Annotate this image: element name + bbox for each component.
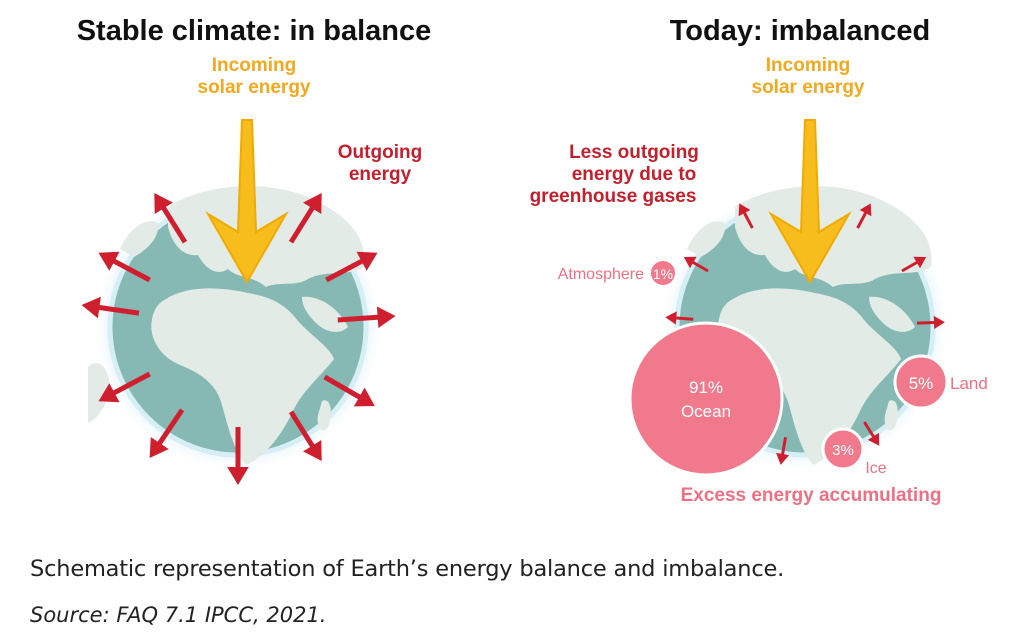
left-panel: Stable climate: in balance Incoming sola…: [77, 15, 432, 485]
excess-energy-label: Excess energy accumulating: [681, 485, 942, 506]
left-earth-globe: [88, 185, 380, 469]
right-panel: Today: imbalanced Incoming solar energy …: [530, 15, 988, 506]
figure-source: Source: FAQ 7.1 IPCC, 2021.: [30, 603, 327, 627]
atmosphere-marker: Atmosphere 1%: [558, 259, 677, 287]
land-percent: 5%: [909, 374, 934, 393]
ice-marker: 3% Ice: [821, 427, 887, 477]
reduced-outgoing-arrow: [738, 203, 754, 229]
outgoing-arrow: [288, 410, 322, 461]
outgoing-arrow: [337, 306, 396, 328]
reduced-outgoing-arrow: [665, 311, 694, 325]
left-outgoing-label: Outgoing: [338, 142, 422, 163]
reduced-outgoing-arrow: [916, 315, 945, 330]
less-outgoing-label-3: greenhouse gases: [530, 186, 697, 207]
left-incoming-label: Incoming: [212, 55, 296, 76]
ice-percent: 3%: [832, 442, 854, 459]
left-title: Stable climate: in balance: [77, 15, 432, 47]
reduced-outgoing-arrow: [856, 203, 872, 229]
reduced-outgoing-arrow: [863, 421, 880, 446]
ocean-percent: 91%: [689, 378, 723, 397]
right-solar-arrow: [768, 119, 852, 285]
figure-caption: Schematic representation of Earth’s ener…: [30, 556, 785, 582]
left-incoming-label-2: solar energy: [198, 77, 311, 98]
outgoing-arrow: [325, 251, 378, 283]
ice-label: Ice: [865, 460, 886, 477]
energy-balance-figure: Stable climate: in balance Incoming sola…: [77, 15, 988, 506]
outgoing-arrow: [323, 374, 375, 407]
right-incoming-label: Incoming: [766, 55, 850, 76]
outgoing-arrow: [98, 251, 151, 283]
reduced-outgoing-arrow: [901, 256, 927, 273]
outgoing-arrow: [81, 296, 140, 319]
land-label: Land: [950, 374, 988, 393]
outgoing-arrow: [154, 193, 188, 244]
outgoing-arrow: [149, 408, 185, 458]
atmosphere-label: Atmosphere: [558, 266, 644, 283]
outgoing-arrow: [288, 193, 322, 244]
less-outgoing-label: Less outgoing: [569, 142, 699, 163]
left-outgoing-arrows: [81, 193, 396, 485]
right-title: Today: imbalanced: [670, 15, 931, 47]
land-marker: 5% Land: [893, 354, 988, 410]
less-outgoing-label-2: energy due to: [572, 164, 697, 185]
outgoing-arrow: [227, 427, 249, 485]
reduced-outgoing-arrow: [776, 437, 790, 465]
reduced-outgoing-arrow: [683, 256, 709, 273]
right-incoming-label-2: solar energy: [752, 77, 865, 98]
left-solar-arrow: [205, 119, 289, 285]
ocean-circle: 91% Ocean: [628, 321, 784, 477]
outgoing-arrow: [98, 371, 151, 403]
left-outgoing-label-2: energy: [349, 164, 412, 185]
atmosphere-percent: 1%: [653, 266, 673, 282]
ocean-label: Ocean: [681, 402, 731, 421]
